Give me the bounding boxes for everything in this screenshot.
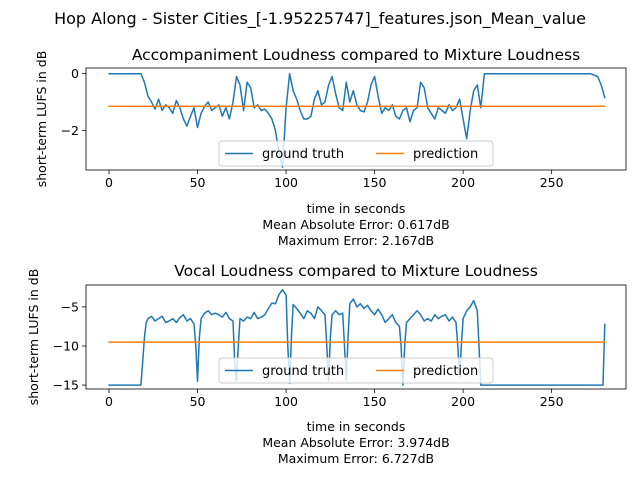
panel2-title: Vocal Loudness compared to Mixture Loudn… bbox=[174, 262, 538, 280]
panel2-ytick-label: −10 bbox=[53, 338, 79, 353]
panel2-max-error: Maximum Error: 6.727dB bbox=[278, 451, 434, 466]
panel1-legend-label-ground-truth: ground truth bbox=[262, 147, 344, 162]
panel1-legend-label-prediction: prediction bbox=[413, 147, 478, 162]
panel2-xtick-label: 50 bbox=[190, 394, 206, 409]
panel1-xtick-label: 250 bbox=[540, 175, 564, 190]
panel2-legend-label-prediction: prediction bbox=[413, 364, 478, 379]
panel1-plot-lines bbox=[108, 72, 606, 168]
panel1-series-ground-truth bbox=[108, 72, 606, 168]
panel2-xtick-label: 0 bbox=[105, 394, 113, 409]
panel2-xtick-label: 100 bbox=[274, 394, 298, 409]
panel2-ytick-label: −5 bbox=[61, 299, 79, 314]
panel2-ylabel: short-term LUFS in dB bbox=[26, 269, 41, 406]
panel1-ytick-label: −2 bbox=[61, 123, 79, 138]
panel1-ylabel: short-term LUFS in dB bbox=[34, 51, 49, 188]
figure-suptitle: Hop Along - Sister Cities_[-1.95225747]_… bbox=[54, 9, 586, 29]
panel2-xlabel: time in seconds bbox=[307, 419, 406, 434]
panel2-xtick-label: 200 bbox=[451, 394, 475, 409]
panel2-plot-lines bbox=[108, 288, 606, 386]
panel2-legend-box bbox=[218, 357, 494, 384]
panel1-mean-abs-error: Mean Absolute Error: 0.617dB bbox=[262, 217, 449, 232]
panel1-title: Accompaniment Loudness compared to Mixtu… bbox=[132, 46, 580, 64]
panel2-axes-frame bbox=[85, 284, 627, 390]
panel2-xtick-label: 250 bbox=[540, 394, 564, 409]
panel2-ytick-label: −15 bbox=[53, 378, 79, 393]
panel1-legend-box bbox=[218, 140, 494, 167]
panel1-xtick-label: 150 bbox=[363, 175, 387, 190]
panel1-max-error: Maximum Error: 2.167dB bbox=[278, 233, 434, 248]
panel1-ytick-label: 0 bbox=[71, 66, 79, 81]
panel1-axes-frame bbox=[85, 67, 627, 171]
panel2-legend: ground truth prediction bbox=[218, 357, 494, 384]
panel2-xtick-label: 150 bbox=[363, 394, 387, 409]
panel1-xtick-label: 200 bbox=[451, 175, 475, 190]
panel-vocal: Vocal Loudness compared to Mixture Loudn… bbox=[26, 262, 627, 466]
panel1-ticks: 0 50 100 150 200 250 0 −2 bbox=[61, 66, 564, 190]
panel2-mean-abs-error: Mean Absolute Error: 3.974dB bbox=[262, 435, 449, 450]
panel2-series-ground-truth bbox=[108, 288, 606, 386]
panel2-legend-label-ground-truth: ground truth bbox=[262, 364, 344, 379]
panel-accompaniment: Accompaniment Loudness compared to Mixtu… bbox=[34, 46, 627, 248]
panel2-ticks: 0 50 100 150 200 250 −5 −10 −15 bbox=[53, 299, 564, 409]
panel1-legend: ground truth prediction bbox=[218, 140, 494, 167]
panel1-xlabel: time in seconds bbox=[307, 201, 406, 216]
panel1-xtick-label: 50 bbox=[190, 175, 206, 190]
panel1-xtick-label: 0 bbox=[105, 175, 113, 190]
panel1-xtick-label: 100 bbox=[274, 175, 298, 190]
